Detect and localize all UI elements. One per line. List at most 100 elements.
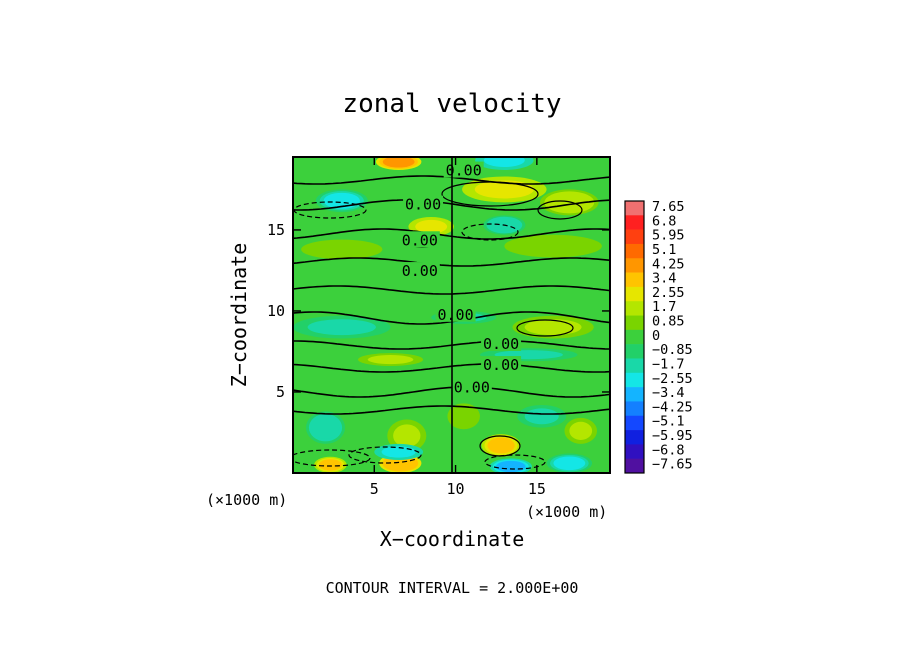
heat-cell	[381, 446, 416, 458]
colorbar-label: 1.7	[652, 299, 676, 315]
positive-contour-0	[441, 181, 539, 207]
colorbar-swatch	[625, 444, 644, 459]
heat-cell	[496, 460, 526, 473]
colorbar-label: −0.85	[652, 342, 693, 358]
negative-contour-2	[461, 223, 519, 241]
colorbar-swatch	[625, 258, 644, 273]
colorbar-label: 5.1	[652, 242, 676, 258]
heat-cell	[313, 242, 371, 257]
colorbar-label: −5.95	[652, 428, 693, 444]
contour-label-4: 0.00	[438, 306, 474, 324]
contour-label-bg	[403, 195, 444, 212]
positive-contour-4	[479, 435, 521, 457]
colorbar-swatch	[625, 387, 644, 402]
heat-cell	[553, 456, 586, 471]
colorbar-swatch	[625, 372, 644, 388]
chart-title: zonal velocity	[342, 89, 561, 119]
y-tick-label: 10	[267, 302, 285, 320]
zero-contour-7	[293, 363, 610, 373]
heat-feature-14	[306, 411, 346, 444]
contour-label-5: 0.00	[483, 335, 519, 353]
heat-cell	[569, 421, 593, 440]
contour-label-bg	[443, 161, 484, 178]
y-tick-label: 15	[267, 221, 285, 239]
contour-label-0: 0.00	[446, 162, 482, 180]
positive-contour-3	[516, 319, 574, 337]
x-tick-label: 5	[370, 480, 379, 498]
heat-cell	[385, 456, 416, 471]
colorbar-label: 7.65	[652, 199, 685, 215]
colorbar-label: −4.25	[652, 399, 693, 415]
x-tick-label: 10	[447, 480, 465, 498]
colorbar-swatch	[625, 201, 644, 216]
colorbar-swatch	[625, 358, 644, 374]
contour-label-bg	[435, 305, 476, 322]
negative-contour-1	[293, 449, 371, 467]
zero-contour-1	[293, 199, 610, 211]
colorbar-swatch	[625, 301, 644, 316]
x-unit-label-left: (×1000 m)	[206, 491, 287, 509]
colorbar-swatch	[625, 286, 644, 302]
colorbar-swatch	[625, 344, 644, 359]
heat-cell	[452, 407, 476, 426]
colorbar-label: −2.55	[652, 371, 693, 387]
colorbar-label: 2.55	[652, 285, 685, 301]
y-axis-label: Z−coordinate	[227, 243, 251, 388]
contour-label-6: 0.00	[483, 356, 519, 374]
heat-cell	[319, 459, 342, 471]
heat-cell	[393, 424, 421, 448]
zero-contour-6	[293, 340, 610, 350]
contour-lines	[293, 175, 610, 470]
heat-feature-18	[374, 443, 424, 461]
heat-cell	[367, 355, 414, 365]
colorbar-swatch	[625, 430, 644, 445]
heat-cell	[524, 408, 559, 425]
colorbar-label: 6.8	[652, 213, 676, 229]
heat-feature-7	[301, 239, 383, 260]
contour-label-3: 0.00	[402, 262, 438, 280]
colorbar-label: −5.1	[652, 414, 685, 430]
heat-feature-23	[517, 404, 567, 428]
x-axis-label: X−coordinate	[380, 527, 525, 551]
heatmap-field	[293, 157, 602, 473]
zero-contour-9	[293, 405, 610, 415]
heat-cell	[415, 219, 448, 234]
heat-cell	[311, 416, 340, 439]
heat-feature-0	[375, 157, 422, 170]
heat-feature-8	[504, 234, 602, 258]
colorbar-label: −6.8	[652, 442, 685, 458]
colorbar-label: 4.25	[652, 256, 685, 272]
heat-feature-17	[314, 456, 347, 473]
colorbar-swatch	[625, 315, 644, 331]
contour-label-bg	[399, 231, 440, 248]
heat-feature-21	[546, 453, 593, 473]
x-tick-label: 15	[528, 480, 546, 498]
heat-cell	[382, 157, 415, 168]
contour-label-1: 0.00	[405, 196, 441, 214]
heat-cell	[307, 319, 376, 336]
heat-feature-9	[293, 315, 391, 339]
colorbar-label: 5.95	[652, 228, 685, 244]
colorbar-label: −7.65	[652, 457, 693, 473]
plot-frame	[292, 156, 611, 474]
zero-contour-4	[293, 285, 610, 295]
heat-feature-22	[564, 417, 597, 444]
heat-cell	[518, 238, 588, 255]
heat-feature-1	[475, 157, 534, 170]
zero-contour-8	[293, 386, 610, 398]
colorbar-swatch	[625, 229, 644, 245]
colorbar-label: 3.4	[652, 271, 676, 287]
contour-label-7: 0.00	[454, 379, 490, 397]
contour-label-bg	[451, 378, 492, 395]
colorbar-label: −3.4	[652, 385, 685, 401]
colorbar-label: −1.7	[652, 356, 685, 372]
heat-feature-24	[447, 403, 480, 430]
negative-contour-3	[348, 446, 422, 464]
x-unit-label-right: (×1000 m)	[526, 503, 607, 521]
colorbar-swatch	[625, 272, 644, 288]
x-axis-ticks: 5 10 15	[370, 157, 546, 498]
plot-area: 0.00 0.00 0.00 0.00 0.00 0.00 0.00 0.00	[292, 156, 611, 474]
colorbar-swatch	[625, 458, 644, 474]
colorbar-swatch	[625, 401, 644, 417]
